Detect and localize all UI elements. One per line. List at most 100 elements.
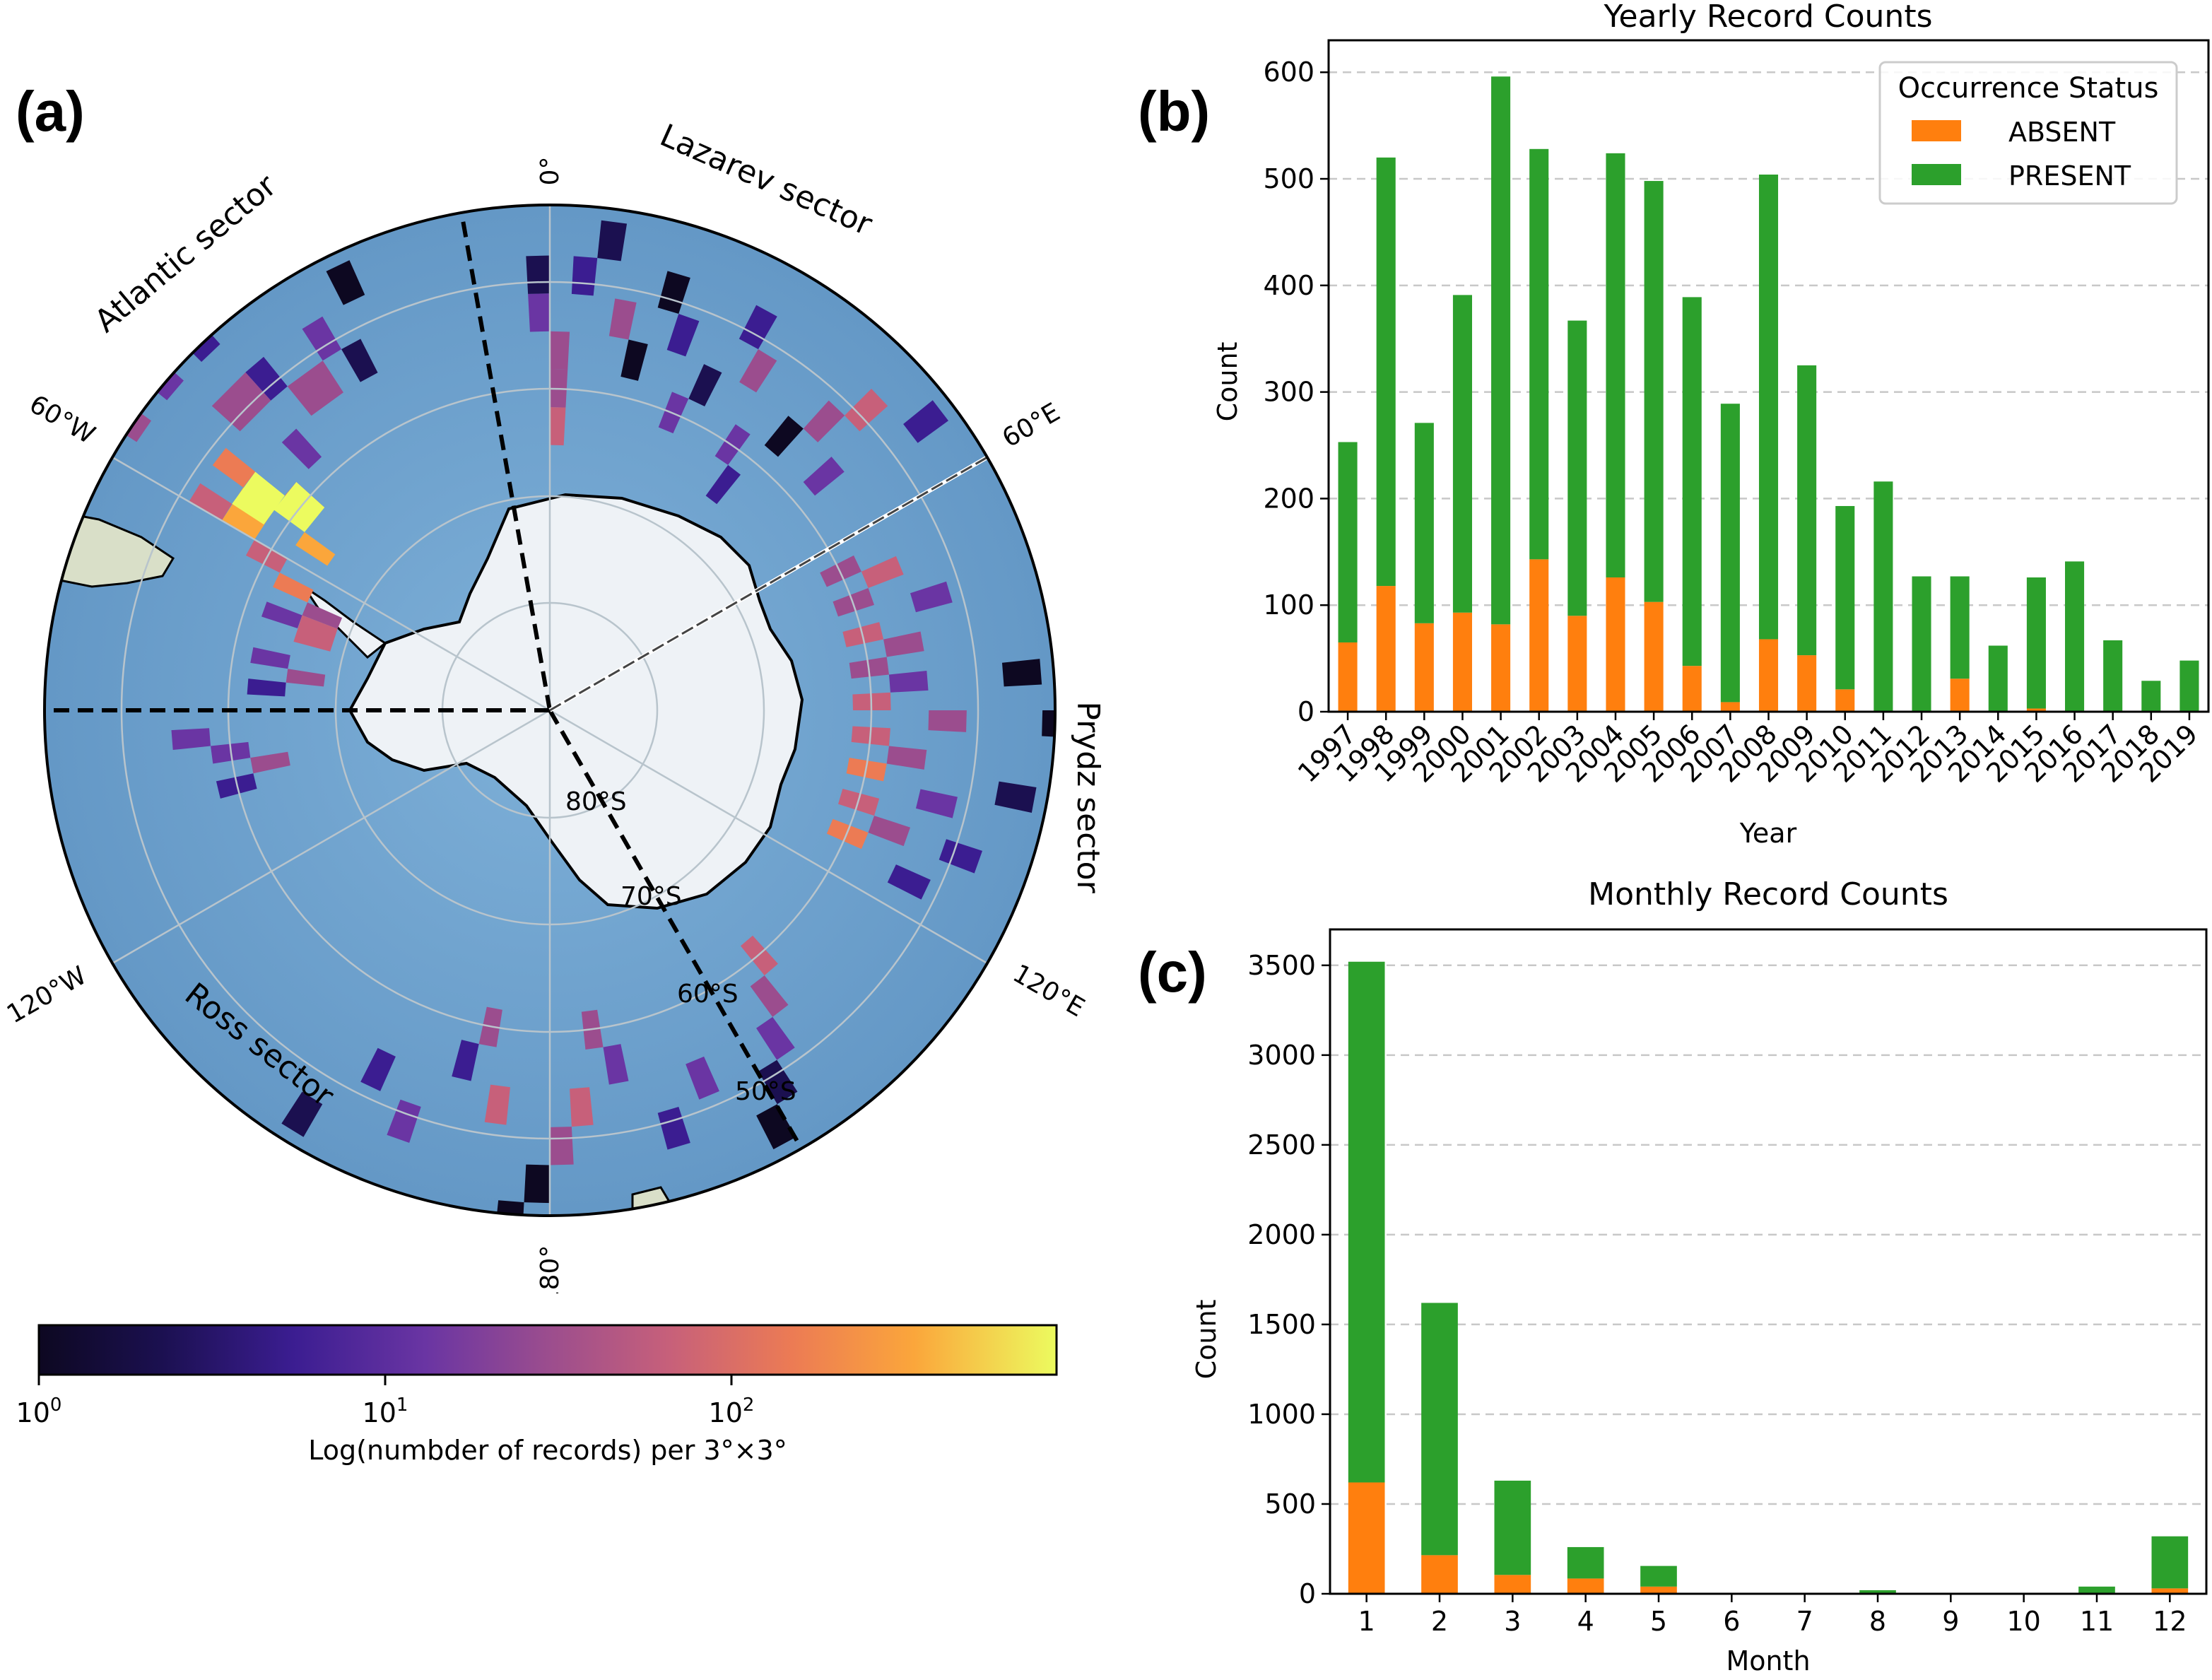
bar-absent-2003 xyxy=(1567,616,1587,712)
yearly-chart: Yearly Record Counts 0 100 200 300 400 500 600… xyxy=(1212,0,2210,849)
heatmap-cell xyxy=(657,1107,690,1150)
bar-present-2008 xyxy=(1758,175,1779,640)
y-tick-label: 3000 xyxy=(1247,1040,1316,1071)
bar-present-2006 xyxy=(1682,297,1702,666)
y-tick-label: 0 xyxy=(1298,696,1314,727)
bar-absent-1998 xyxy=(1376,586,1396,712)
bar-present-1997 xyxy=(1338,442,1358,642)
heatmap-cell xyxy=(756,1104,796,1150)
y-tick-label: 2500 xyxy=(1247,1129,1316,1161)
y-tick-label: 1500 xyxy=(1247,1309,1316,1340)
heatmap-cell xyxy=(273,572,314,603)
panel-label-c: (c) xyxy=(1138,941,1207,1004)
heatmap-cell xyxy=(888,670,929,693)
lon-label-60e: 60°E xyxy=(998,398,1065,454)
panel-label-a: (a) xyxy=(16,80,85,143)
lon-label-0: 0° xyxy=(536,157,565,186)
bar-present-2014 xyxy=(1988,645,2008,712)
legend-swatch-present xyxy=(1912,164,1961,185)
bar-present-2018 xyxy=(2141,681,2161,712)
y-tick-label: 3500 xyxy=(1247,950,1316,981)
heatmap-cell xyxy=(714,424,751,465)
heatmap-cell xyxy=(281,428,322,469)
bar-present-2012 xyxy=(1912,576,1931,712)
heatmap-cell xyxy=(295,531,336,566)
bar-absent-4 xyxy=(1567,1578,1604,1594)
bar-present-2003 xyxy=(1567,320,1587,616)
heatmap-cell xyxy=(608,298,637,340)
heatmap-cell xyxy=(764,416,804,457)
sector-label-prydz: Prydz sector xyxy=(1070,701,1102,893)
heatmap-cell xyxy=(686,1056,719,1100)
heatmap-cell xyxy=(887,864,931,900)
legend-label-absent: ABSENT xyxy=(2008,117,2116,148)
heatmap-cell xyxy=(915,789,958,818)
legend-title: Occurrence Status xyxy=(1898,72,2159,105)
bar-absent-2006 xyxy=(1682,666,1702,712)
bar-present-2002 xyxy=(1529,148,1549,560)
heatmap-cell xyxy=(550,407,566,446)
heatmap-cell xyxy=(603,1044,629,1085)
lon-label-180: 180° xyxy=(536,1245,565,1293)
x-tick-label: 6 xyxy=(1723,1606,1740,1637)
bar-present-3 xyxy=(1494,1480,1531,1575)
x-tick-label: 4 xyxy=(1577,1606,1594,1637)
monthly-chart: Monthly Record Counts 050010001500200025… xyxy=(1191,876,2208,1676)
colorbar-tick-label-1: 101 xyxy=(363,1394,408,1428)
x-tick-label: 5 xyxy=(1650,1606,1667,1637)
heatmap-cell xyxy=(739,349,777,393)
heatmap-cell xyxy=(286,669,326,687)
heatmap-cell xyxy=(928,710,967,732)
yearly-chart-ylabel: Count xyxy=(1212,342,1243,422)
sector-boundary-60e xyxy=(548,455,989,712)
heatmap-cell xyxy=(570,1087,594,1127)
heatmap-cell xyxy=(484,1084,510,1125)
bar-absent-2000 xyxy=(1452,612,1472,712)
bar-present-2016 xyxy=(2065,561,2085,712)
heatmap-cell xyxy=(597,220,628,262)
bar-present-8 xyxy=(1859,1590,1896,1594)
monthly-chart-xlabel: Month xyxy=(1726,1645,1810,1676)
colorbar-label: Log(numbder of records) per 3°×3° xyxy=(308,1435,787,1466)
lon-label-120w: 120°W xyxy=(2,961,91,1030)
bar-absent-2004 xyxy=(1606,577,1625,712)
y-tick-label: 200 xyxy=(1263,483,1314,514)
colorbar: 100 101 102 Log(numbder of records) per … xyxy=(16,1324,1058,1466)
heatmap-cell xyxy=(212,447,256,488)
bar-absent-1999 xyxy=(1414,623,1434,712)
x-tick-label: 8 xyxy=(1869,1606,1886,1637)
bar-absent-2008 xyxy=(1758,639,1779,712)
x-tick-label: 2 xyxy=(1431,1606,1448,1637)
x-tick-label: 10 xyxy=(2006,1606,2040,1637)
heatmap-cell xyxy=(273,482,325,532)
heatmap-cell xyxy=(845,388,888,432)
map-boundary xyxy=(43,204,1057,1217)
bar-absent-2 xyxy=(1421,1555,1458,1594)
bar-present-1999 xyxy=(1414,423,1434,623)
heatmap-cell xyxy=(494,1200,524,1216)
lon-label-120e: 120°E xyxy=(1008,959,1089,1023)
bar-absent-1 xyxy=(1348,1482,1385,1594)
heatmap-cell xyxy=(452,1040,479,1081)
x-tick-label: 9 xyxy=(1942,1606,1959,1637)
legend-label-present: PRESENT xyxy=(2008,160,2131,192)
heatmap-cell xyxy=(756,1016,795,1060)
heatmap-cell xyxy=(247,679,286,697)
lat-label-50: 50°S xyxy=(735,1077,796,1106)
legend-swatch-absent xyxy=(1912,120,1961,141)
heatmap-cell xyxy=(211,372,271,432)
heatmap-cell xyxy=(803,457,845,496)
heatmap-cell xyxy=(550,1127,574,1165)
y-tick-label: 0 xyxy=(1299,1578,1316,1609)
bar-present-2013 xyxy=(1950,576,1970,679)
bar-present-2011 xyxy=(1873,481,1893,712)
y-tick-label: 500 xyxy=(1264,1488,1316,1520)
heatmap-cell xyxy=(287,360,343,416)
heatmap-cell xyxy=(861,556,904,589)
bar-absent-5 xyxy=(1640,1586,1677,1594)
bar-present-12 xyxy=(2151,1536,2189,1589)
heatmap-cell xyxy=(261,601,302,629)
x-tick-label: 1 xyxy=(1358,1606,1375,1637)
heatmap-cell xyxy=(883,631,924,657)
